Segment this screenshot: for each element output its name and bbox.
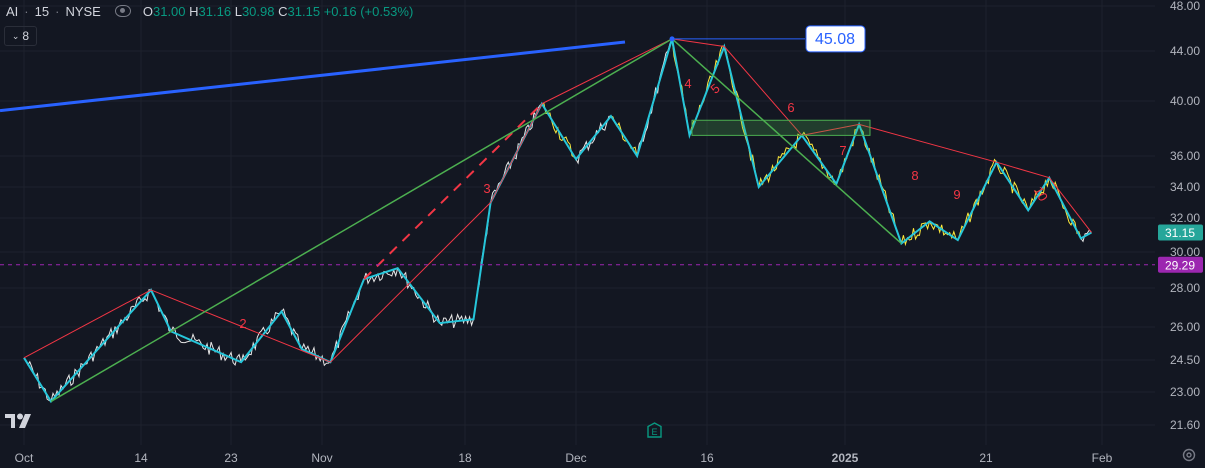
price-line-segment bbox=[929, 221, 959, 241]
x-axis-tick-label: 18 bbox=[458, 451, 472, 465]
x-axis-tick-label: Dec bbox=[565, 451, 586, 465]
x-axis-tick-label: 23 bbox=[224, 451, 238, 465]
price-line-segment bbox=[900, 221, 931, 247]
price-badge-label: 31.15 bbox=[1165, 226, 1195, 240]
green-trendline bbox=[671, 38, 902, 245]
chevron-down-icon: ⌄ bbox=[11, 30, 20, 41]
x-axis-tick-label: 16 bbox=[700, 451, 714, 465]
exchange-label: NYSE bbox=[65, 3, 101, 19]
separator-dot: · bbox=[55, 3, 60, 19]
zigzag-line bbox=[23, 38, 1092, 404]
resistance-zone bbox=[691, 119, 871, 136]
price-badge-box bbox=[1158, 256, 1203, 273]
wave-line bbox=[671, 38, 725, 47]
price-line-segment bbox=[575, 115, 611, 165]
tradingview-logo[interactable] bbox=[5, 412, 41, 436]
y-axis-tick-label: 40.00 bbox=[1170, 94, 1200, 108]
wave-label: 7 bbox=[839, 143, 846, 158]
callout-box bbox=[805, 25, 866, 53]
wave-line bbox=[23, 289, 152, 359]
open-label: O bbox=[142, 3, 153, 19]
wave-line bbox=[801, 123, 860, 136]
price-line-segment bbox=[240, 311, 282, 363]
green-trendline bbox=[50, 38, 673, 403]
support-price-badge: 29.29 bbox=[1158, 256, 1203, 273]
indicator-count: 8 bbox=[22, 29, 30, 43]
blue-trendline bbox=[0, 40, 626, 113]
wave-line bbox=[150, 289, 331, 363]
y-axis-tick-label: 32.00 bbox=[1170, 211, 1200, 225]
wave-line bbox=[858, 123, 997, 163]
wave-line bbox=[996, 161, 1050, 179]
gear-icon[interactable] bbox=[1181, 447, 1197, 463]
high-value: 31.16 bbox=[198, 3, 232, 19]
y-axis-tick-label: 23.00 bbox=[1170, 385, 1200, 399]
y-axis-tick-label: 48.00 bbox=[1170, 0, 1200, 13]
price-line-segment bbox=[397, 267, 441, 324]
ohlc-values: O31.00 H31.16 L30.98 C31.15 +0.16 (+0.53… bbox=[143, 4, 413, 19]
x-axis-tick-label: Nov bbox=[311, 451, 332, 465]
wave-label: 10 bbox=[1031, 184, 1051, 204]
close-label: C bbox=[278, 3, 288, 19]
green-trendlines bbox=[50, 38, 902, 403]
x-axis-tick-label: 2025 bbox=[832, 451, 859, 465]
wave-line bbox=[1048, 177, 1092, 233]
price-line-segment bbox=[301, 342, 331, 367]
high-label: H bbox=[189, 3, 199, 19]
y-axis-tick-label: 24.50 bbox=[1170, 353, 1200, 367]
wave-dashed-line bbox=[363, 103, 543, 280]
price-line-segment bbox=[758, 133, 802, 188]
wave-label: 2 bbox=[239, 316, 246, 331]
y-axis-tick-label: 36.00 bbox=[1170, 149, 1200, 163]
y-axis-tick-label: 30.00 bbox=[1170, 245, 1200, 259]
price-callout: 45.08 bbox=[805, 25, 866, 53]
price-line-segment bbox=[363, 268, 399, 285]
price-series bbox=[23, 38, 1092, 402]
symbol-name[interactable]: AI bbox=[6, 3, 19, 19]
y-axis-tick-label: 44.00 bbox=[1170, 44, 1200, 58]
price-line-segment bbox=[50, 289, 152, 402]
open-value: 31.00 bbox=[152, 3, 186, 19]
y-axis-tick-label: 34.00 bbox=[1170, 180, 1200, 194]
interval-label[interactable]: 15 bbox=[34, 3, 50, 19]
x-axis-tick-label: 14 bbox=[134, 451, 148, 465]
separator-dot: · bbox=[24, 3, 29, 19]
change-value: +0.16 (+0.53%) bbox=[323, 3, 414, 19]
earnings-icon[interactable]: E bbox=[646, 422, 663, 439]
last-price-badge: 31.15 bbox=[1158, 224, 1203, 241]
x-axis-tick-label: Feb bbox=[1092, 451, 1113, 465]
y-axis-tick-label: 21.60 bbox=[1170, 418, 1200, 432]
price-line-segment bbox=[329, 278, 365, 363]
wave-label: 9 bbox=[953, 187, 960, 202]
wave-label: 4 bbox=[684, 76, 691, 91]
anchor-point bbox=[669, 36, 675, 42]
wave-line bbox=[541, 38, 673, 105]
low-value: 30.98 bbox=[241, 3, 275, 19]
price-line-segment bbox=[490, 103, 543, 203]
symbol-header[interactable]: AI · 15 · NYSE O31.00 H31.16 L30.98 C31.… bbox=[6, 3, 413, 19]
price-line-segment bbox=[439, 312, 474, 329]
wave-line bbox=[330, 202, 491, 363]
price-badge-label: 29.29 bbox=[1165, 258, 1195, 272]
wave-label: 3 bbox=[483, 181, 490, 196]
indicators-toggle-button[interactable]: ⌄ 8 bbox=[4, 26, 37, 46]
x-axis-tick-label: Oct bbox=[15, 451, 34, 465]
wave-label: 8 bbox=[911, 168, 918, 183]
price-badge-box bbox=[1158, 224, 1203, 241]
wave-lines bbox=[23, 38, 1092, 363]
y-axis-tick-label: 28.00 bbox=[1170, 281, 1200, 295]
callout-label: 45.08 bbox=[815, 31, 855, 48]
price-line-segment bbox=[281, 308, 303, 350]
price-line-segment bbox=[858, 124, 902, 244]
grid-lines bbox=[0, 0, 1155, 445]
close-value: 31.15 bbox=[287, 3, 321, 19]
eye-icon[interactable] bbox=[114, 5, 131, 17]
low-label: L bbox=[234, 3, 242, 19]
svg-text:E: E bbox=[651, 427, 657, 437]
wave-label: 6 bbox=[787, 100, 794, 115]
x-axis-tick-label: 21 bbox=[979, 451, 993, 465]
y-axis-tick-label: 26.00 bbox=[1170, 320, 1200, 334]
